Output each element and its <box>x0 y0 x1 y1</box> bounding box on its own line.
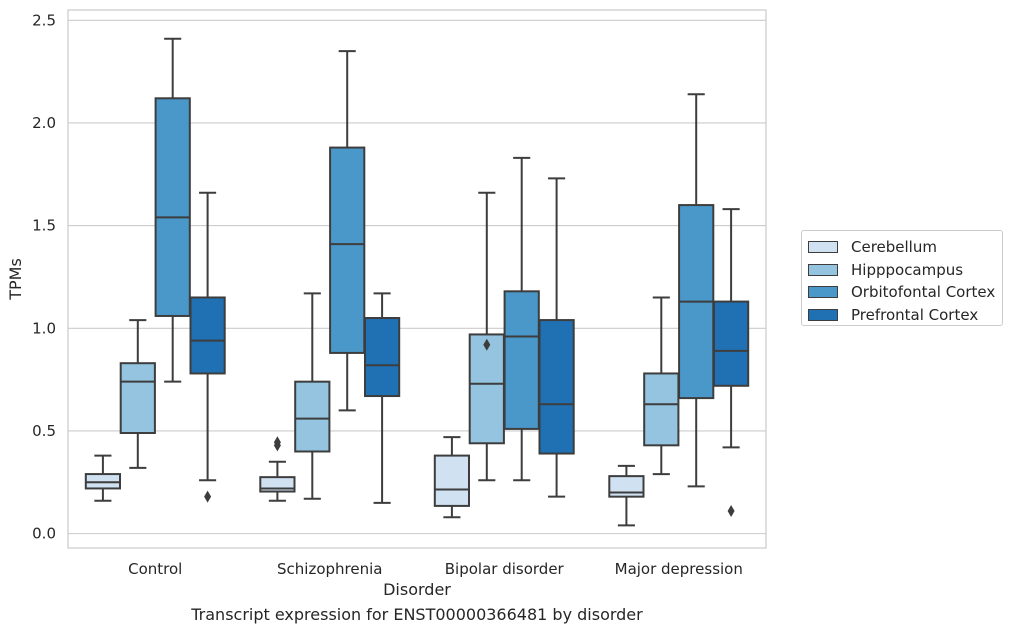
box-3-0 <box>608 464 645 527</box>
legend-item: Hipppocampus <box>808 259 1002 282</box>
iqr-box <box>538 319 575 455</box>
iqr-box <box>643 372 680 447</box>
x-tick-label: Bipolar disorder <box>445 560 565 578</box>
box-1-2 <box>329 50 366 412</box>
x-tick-label: Control <box>128 560 182 578</box>
y-tick-label: 1.0 <box>32 319 56 337</box>
box-1-0 <box>259 436 296 502</box>
outlier-point <box>483 338 491 351</box>
box-0-2 <box>154 37 191 383</box>
legend-item: Cerebellum <box>808 236 1002 259</box>
legend-item: Orbitofontal Cortex <box>808 281 1002 304</box>
legend-swatch <box>808 263 838 276</box>
y-tick-label: 2.0 <box>32 114 56 132</box>
iqr-box <box>154 97 191 317</box>
legend-swatch <box>808 309 838 322</box>
box-1-1 <box>294 292 331 500</box>
box-2-1 <box>468 191 505 482</box>
box-3-3 <box>712 208 750 518</box>
legend-label: Hipppocampus <box>851 260 964 279</box>
box-3-1 <box>643 296 680 476</box>
box-2-2 <box>503 156 540 482</box>
iqr-box <box>433 454 471 507</box>
iqr-box <box>712 300 750 387</box>
box-0-0 <box>84 454 122 502</box>
y-tick-label: 0.0 <box>32 525 56 543</box>
legend-swatch <box>808 286 838 299</box>
iqr-box <box>503 290 540 430</box>
y-tick-labels: 0.0 0.5 1.0 1.5 2.0 2.5 <box>32 11 56 542</box>
x-axis-label: Disorder <box>383 580 451 599</box>
iqr-box <box>329 146 366 354</box>
box-2-3 <box>538 177 575 498</box>
box-0-3 <box>189 191 226 503</box>
legend-item: Prefrontal Cortex <box>808 304 1002 327</box>
box-0-1 <box>119 319 156 469</box>
chart-title: Transcript expression for ENST0000036648… <box>191 605 643 624</box>
y-tick-label: 2.5 <box>32 11 56 29</box>
x-tick-labels: Control Schizophrenia Bipolar disorder Majo… <box>128 560 743 578</box>
legend-label: Prefrontal Cortex <box>851 306 979 325</box>
iqr-box <box>468 333 505 445</box>
legend-label: Orbitofontal Cortex <box>851 283 996 302</box>
y-tick-label: 1.5 <box>32 217 56 235</box>
legend-swatch <box>808 241 838 254</box>
box-1-3 <box>363 292 401 504</box>
legend-label: Cerebellum <box>851 238 937 257</box>
iqr-box <box>294 380 331 453</box>
x-tick-label: Schizophrenia <box>277 560 382 578</box>
box-2-0 <box>433 436 471 519</box>
iqr-box <box>84 473 122 490</box>
boxes <box>84 37 750 527</box>
iqr-box <box>608 475 645 498</box>
y-axis-label: TPMs <box>6 258 25 301</box>
x-tick-label: Major depression <box>615 560 743 578</box>
y-tick-label: 0.5 <box>32 422 56 440</box>
iqr-box <box>119 362 156 435</box>
iqr-box <box>363 317 401 398</box>
box-3-2 <box>678 93 715 488</box>
outlier-point <box>204 490 212 503</box>
outlier-point <box>727 505 735 518</box>
outlier-point <box>273 436 281 449</box>
legend: Cerebellum Hipppocampus Orbitofontal Corte… <box>801 230 1003 326</box>
iqr-box <box>189 296 226 375</box>
plot-area-frame <box>67 9 767 549</box>
